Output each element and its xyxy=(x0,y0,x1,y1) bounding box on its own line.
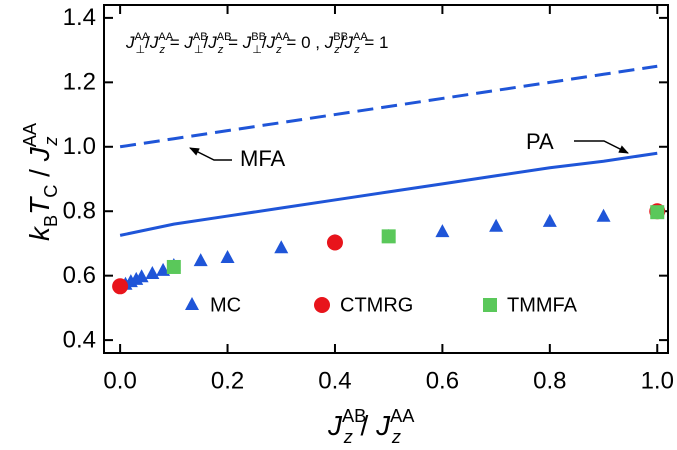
x-axis-label-part: J xyxy=(375,410,391,441)
legend-marker xyxy=(185,297,199,310)
annotation-part: J xyxy=(207,33,217,52)
point xyxy=(381,229,396,244)
x-tick-label: 1.0 xyxy=(641,367,674,394)
point xyxy=(134,269,149,283)
point xyxy=(489,218,504,232)
annotation-part: J xyxy=(125,33,135,52)
y-tick-label: 1.4 xyxy=(63,4,96,31)
legend-marker xyxy=(314,297,330,313)
legend-label: MC xyxy=(210,294,241,316)
y-tick-label: 1.2 xyxy=(63,69,96,96)
annotation-part: J xyxy=(324,33,334,52)
annotation-part: J xyxy=(149,33,159,52)
y-axis-label-part: / xyxy=(24,161,55,184)
annotation-sup: AB xyxy=(217,31,232,43)
annotation-sup: BB xyxy=(333,31,348,43)
point xyxy=(435,224,450,238)
y-axis-label-part: k xyxy=(24,225,55,241)
annotation-part: J xyxy=(242,33,252,52)
annotation-part: = 1 xyxy=(360,33,389,52)
point xyxy=(542,213,557,227)
annotation-sub: z xyxy=(333,44,340,56)
annotation-part: / xyxy=(204,33,209,52)
line-label: PA xyxy=(526,129,554,154)
line xyxy=(119,151,658,237)
annotation-sup: AA xyxy=(135,31,150,43)
x-axis-label-part: J xyxy=(327,410,343,441)
y-axis-label-sub: C xyxy=(41,185,61,198)
annotation-part: = xyxy=(165,33,184,52)
annotation-sup: AA xyxy=(275,31,290,43)
x-axis-label-sub: z xyxy=(343,427,353,447)
label-arrow xyxy=(189,147,232,161)
annotation-sup: AA xyxy=(158,31,173,43)
annotation-sup: AB xyxy=(193,31,208,43)
x-axis-label-part: / xyxy=(353,410,376,441)
point xyxy=(596,208,611,222)
annotation-part: / xyxy=(145,33,150,52)
point xyxy=(166,259,181,274)
plot-frame xyxy=(103,4,669,354)
annotation-part: J xyxy=(344,33,354,52)
point xyxy=(112,278,129,295)
annotation-sub: z xyxy=(158,44,165,56)
y-axis-label-part: T xyxy=(24,196,55,215)
y-tick-label: 1.0 xyxy=(63,133,96,160)
annotation-part: = 0 , xyxy=(282,33,325,52)
point xyxy=(193,253,208,267)
y-tick-label: 0.4 xyxy=(63,326,96,353)
x-tick-label: 0.2 xyxy=(211,367,244,394)
x-axis-label-sub: z xyxy=(391,427,401,447)
legend-label: TMMFA xyxy=(507,294,578,316)
point xyxy=(650,205,665,220)
annotation-sub: ⊥ xyxy=(136,44,146,56)
line xyxy=(119,64,658,149)
point xyxy=(220,249,235,263)
annotation-part: J xyxy=(266,33,276,52)
annotation-sub: z xyxy=(353,44,360,56)
x-axis-label-sup: AA xyxy=(390,406,415,426)
annotation-sub: z xyxy=(275,44,282,56)
y-axis-label: kB​TC​ / JAAz​ xyxy=(20,122,61,241)
point xyxy=(274,240,289,254)
annotation-part: J xyxy=(183,33,193,52)
x-tick-label: 0.6 xyxy=(426,367,459,394)
point xyxy=(326,234,343,251)
legend-marker xyxy=(483,298,497,312)
label-arrow xyxy=(574,140,629,154)
y-axis-label-sub: z xyxy=(41,136,61,146)
point xyxy=(156,262,171,276)
annotation-part: = xyxy=(223,33,242,52)
legend-label: CTMRG xyxy=(340,294,413,316)
x-tick-label: 0.0 xyxy=(103,367,136,394)
x-tick-label: 0.8 xyxy=(533,367,566,394)
annotation-sub: z xyxy=(217,44,224,56)
annotation-sup: BB xyxy=(251,31,266,43)
y-axis-label-sup: AA xyxy=(20,122,40,147)
y-axis-label-part: J xyxy=(24,146,55,162)
line-label: MFA xyxy=(240,146,286,171)
point xyxy=(145,266,160,280)
x-tick-label: 0.4 xyxy=(318,367,351,394)
annotation-sub: ⊥ xyxy=(194,44,204,56)
annotation-sub: ⊥ xyxy=(252,44,262,56)
annotation-part: / xyxy=(262,33,267,52)
y-tick-label: 0.6 xyxy=(63,262,96,289)
y-tick-label: 0.8 xyxy=(63,198,96,225)
x-axis-label-sup: AB xyxy=(342,406,366,426)
y-axis-label-sub: B xyxy=(41,215,61,227)
annotation-part: / xyxy=(340,33,345,52)
annotation-sup: AA xyxy=(353,31,368,43)
